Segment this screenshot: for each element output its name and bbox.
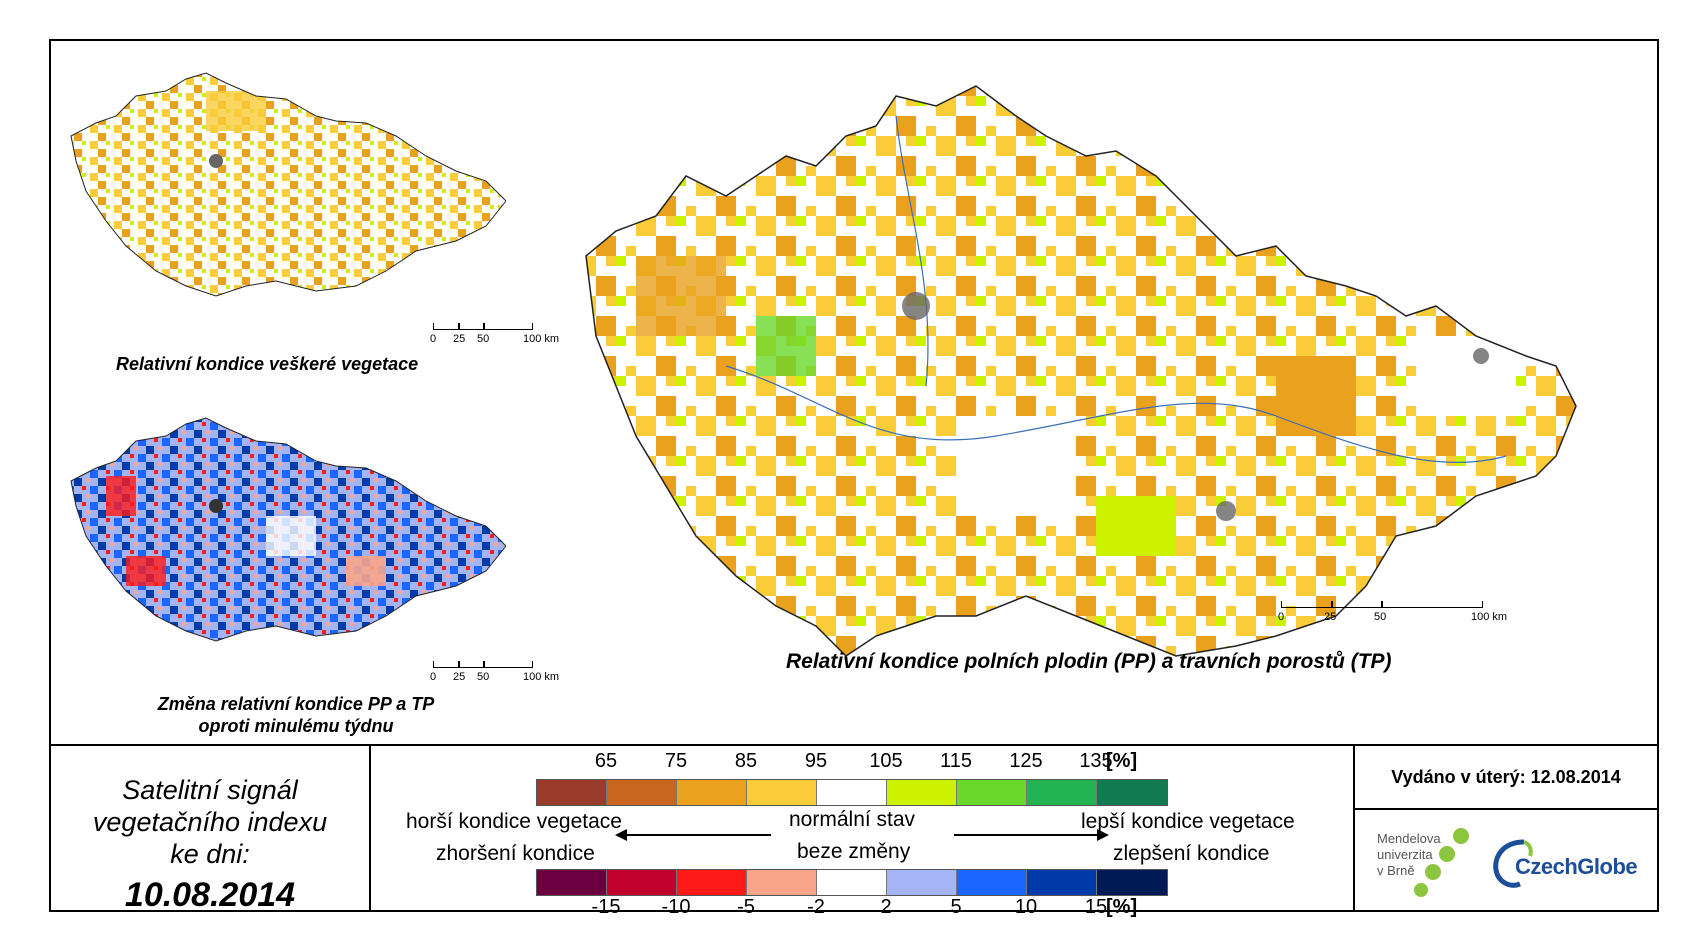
- legend-tick-label: -10: [661, 896, 691, 918]
- legend-change-swatch: [677, 870, 747, 895]
- top-left-map-scale-bar: 0 25 50 100 km: [430, 323, 559, 353]
- scale-label: 25: [453, 333, 466, 345]
- legend-tick-label: 75: [664, 750, 688, 772]
- legend-tick-label: 10: [1014, 896, 1038, 918]
- legend-condition-swatch: [607, 780, 677, 805]
- legend-condition-swatch: [677, 780, 747, 805]
- divider: [1353, 746, 1355, 910]
- bottom-left-map-caption: Změna relativní kondice PP a TP oproti m…: [116, 693, 476, 737]
- scale-label: 100 km: [523, 333, 560, 345]
- issue-logo-panel: Vydáno v úterý: 12.08.2014 Mendelova uni…: [1355, 746, 1657, 910]
- bottom-left-map-scale-bar: 0 25 50 100 km: [430, 661, 559, 691]
- left-arrow-icon: [621, 834, 771, 836]
- scale-label: 100 km: [1471, 611, 1508, 623]
- legend-change-swatch: [537, 870, 607, 895]
- legend-change-swatch: [1027, 870, 1097, 895]
- mendel-dots-icon: [1414, 828, 1469, 897]
- legend-tick-label: -2: [807, 896, 825, 918]
- legend-worsening: zhoršení kondice: [436, 842, 595, 865]
- scale-label: 0: [1278, 611, 1285, 623]
- issued-date: Vydáno v úterý: 12.08.2014: [1355, 746, 1657, 810]
- legend-change-swatch: [957, 870, 1027, 895]
- scale-label: 50: [477, 671, 490, 683]
- legend-tick-label: 135: [1079, 750, 1113, 772]
- mendel-university-logo: Mendelova univerzita v Brně: [1377, 831, 1441, 879]
- signal-date-panel: Satelitní signál vegetačního indexu ke d…: [51, 746, 369, 914]
- legend-tick-label: 85: [734, 750, 758, 772]
- logo-text: Mendelova: [1377, 831, 1441, 846]
- top-left-map: [66, 61, 506, 301]
- legend-normal-state: normální stav: [789, 808, 916, 831]
- legend-tick-label: 2: [880, 896, 892, 918]
- legend-tick-label: 95: [804, 750, 828, 772]
- scale-label: 0: [430, 671, 437, 683]
- scale-label: 0: [430, 333, 437, 345]
- legend-change-swatch: [817, 870, 887, 895]
- legend-tick-label: 115: [940, 750, 972, 772]
- legend-condition-swatch: [537, 780, 607, 805]
- legend-better-condition: lepší kondice vegetace: [1081, 810, 1295, 833]
- top-left-map-canvas: [70, 72, 506, 297]
- logo-text: univerzita: [1377, 847, 1433, 862]
- legend-worse-condition: horší kondice vegetace: [406, 810, 622, 833]
- legend-tick-label: 5: [950, 896, 962, 918]
- legend-tick-label: 125: [1009, 750, 1043, 772]
- caption-line: Změna relativní kondice PP a TP: [157, 694, 435, 714]
- legend-tick-label: -5: [737, 896, 755, 918]
- logo-text: CzechGlobe: [1515, 854, 1638, 879]
- legend-change-swatch: [887, 870, 957, 895]
- bottom-left-map-canvas: [70, 417, 506, 642]
- caption-line: oproti minulému týdnu: [198, 716, 394, 736]
- legend-condition-swatch: [747, 780, 817, 805]
- legend-change-swatch: [607, 870, 677, 895]
- signal-label: ke dni:: [170, 839, 250, 869]
- signal-date: 10.08.2014: [124, 876, 296, 914]
- main-map: [576, 56, 1636, 676]
- legend-tick-label: 65: [594, 750, 618, 772]
- left-arrowhead-icon: [615, 829, 627, 841]
- top-left-map-caption: Relativní kondice veškeré vegetace: [116, 354, 419, 374]
- scale-label: 25: [1324, 611, 1337, 623]
- divider: [369, 746, 371, 910]
- legend-condition-swatch: [817, 780, 887, 805]
- legend-change-ramp: [536, 869, 1168, 896]
- signal-label: vegetačního indexu: [92, 807, 328, 837]
- main-map-caption: Relativní kondice polních plodin (PP) a …: [786, 650, 1392, 673]
- scale-label: 25: [453, 671, 466, 683]
- legend-improvement: zlepšení kondice: [1113, 842, 1270, 865]
- bottom-left-map: [66, 406, 506, 646]
- legend-panel: 65 75 85 95 105 115 125 135 [%] horší kondice v…: [371, 746, 1353, 918]
- right-arrow-icon: [954, 834, 1099, 836]
- legend-condition-ramp: [536, 779, 1168, 806]
- signal-label: Satelitní signál: [122, 775, 298, 805]
- legend-condition-swatch: [1027, 780, 1097, 805]
- logo-text: v Brně: [1377, 863, 1415, 878]
- legend-condition-swatch: [887, 780, 957, 805]
- figure-frame: 0 25 50 100 km Relativní kondice polních…: [49, 39, 1659, 918]
- main-map-scale-bar: 0 25 50 100 km: [1278, 601, 1507, 631]
- right-arrowhead-icon: [1097, 829, 1109, 841]
- legend-tick-label: -15: [591, 896, 621, 918]
- legend-unit: [%]: [1106, 750, 1138, 772]
- legend-condition-swatch: [957, 780, 1027, 805]
- main-map-canvas: [585, 85, 1577, 657]
- czechglobe-logo: CzechGlobe: [1515, 854, 1638, 880]
- legend-condition-swatch: [1097, 780, 1167, 805]
- legend-change-swatch: [1097, 870, 1167, 895]
- scale-label: 50: [1374, 611, 1387, 623]
- divider: [51, 744, 1657, 746]
- scale-label: 100 km: [523, 671, 560, 683]
- scale-label: 50: [477, 333, 490, 345]
- legend-no-change: beze změny: [797, 840, 911, 863]
- legend-change-swatch: [747, 870, 817, 895]
- legend-tick-label: 105: [869, 750, 903, 772]
- legend-unit: [%]: [1106, 896, 1138, 918]
- czechglobe-swirl-icon: [1493, 839, 1533, 888]
- legend-tick-label: 15: [1084, 896, 1108, 918]
